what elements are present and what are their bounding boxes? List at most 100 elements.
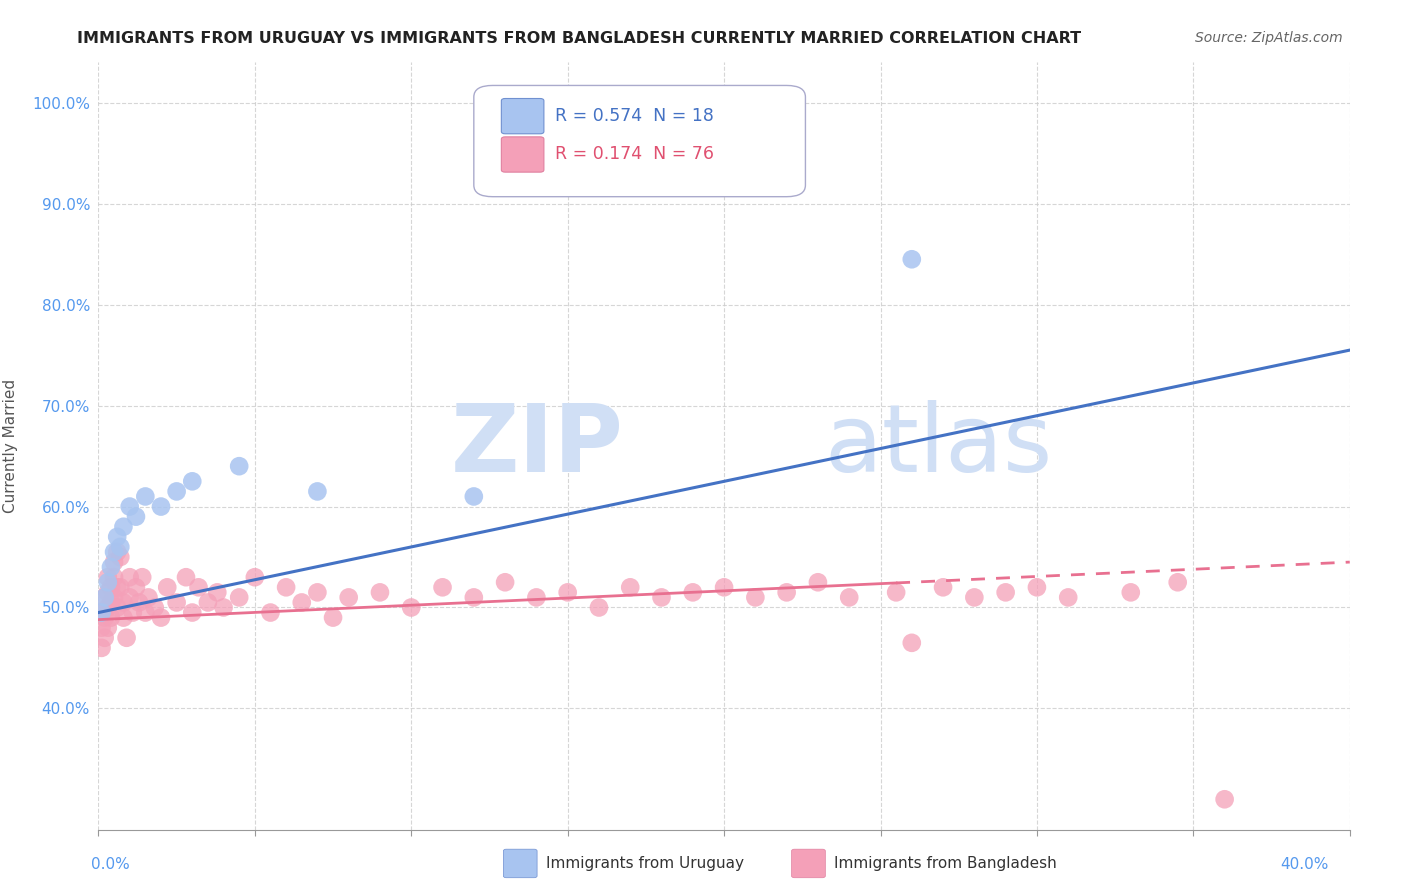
Point [90, 621, 112, 635]
Point [166, 484, 188, 499]
Point [166, 595, 188, 609]
Point [93, 591, 115, 605]
Point [103, 570, 125, 584]
Point [1057, 591, 1080, 605]
Point [932, 580, 955, 594]
Text: 40.0%: 40.0% [1281, 857, 1329, 872]
Text: IMMIGRANTS FROM URUGUAY VS IMMIGRANTS FROM BANGLADESH CURRENTLY MARRIED CORRELAT: IMMIGRANTS FROM URUGUAY VS IMMIGRANTS FR… [77, 31, 1081, 46]
Point [112, 610, 135, 624]
Point [884, 585, 907, 599]
Point [97, 585, 120, 599]
Point [90, 606, 112, 620]
Point [463, 591, 485, 605]
Point [963, 591, 986, 605]
Text: R = 0.174  N = 76: R = 0.174 N = 76 [555, 145, 714, 163]
Point [90, 606, 112, 620]
Point [274, 580, 298, 594]
Point [181, 606, 204, 620]
Point [650, 591, 672, 605]
Point [125, 580, 148, 594]
Point [212, 600, 235, 615]
Point [197, 595, 219, 609]
Point [97, 570, 120, 584]
Point [156, 580, 179, 594]
Point [131, 570, 153, 584]
Point [105, 530, 128, 544]
Point [900, 252, 922, 267]
Point [557, 585, 579, 599]
Point [1213, 792, 1236, 806]
Text: ZIP: ZIP [451, 400, 624, 492]
Point [134, 606, 156, 620]
Point [337, 591, 360, 605]
Point [97, 600, 120, 615]
Point [526, 591, 548, 605]
Point [97, 621, 120, 635]
Text: R = 0.574  N = 18: R = 0.574 N = 18 [555, 107, 714, 125]
Point [682, 585, 704, 599]
Point [838, 591, 860, 605]
Text: Immigrants from Bangladesh: Immigrants from Bangladesh [834, 856, 1056, 871]
Point [128, 595, 150, 609]
Point [103, 545, 125, 559]
Point [110, 540, 132, 554]
Point [463, 490, 485, 504]
Point [1167, 575, 1189, 590]
Point [713, 580, 735, 594]
Point [97, 575, 120, 590]
Text: Source: ZipAtlas.com: Source: ZipAtlas.com [1195, 31, 1343, 45]
FancyBboxPatch shape [792, 849, 825, 878]
Point [776, 585, 799, 599]
Point [307, 585, 329, 599]
Point [100, 580, 122, 594]
Text: Immigrants from Uruguay: Immigrants from Uruguay [546, 856, 744, 871]
Point [100, 610, 122, 624]
Point [93, 591, 115, 605]
Point [138, 591, 160, 605]
Text: 0.0%: 0.0% [91, 857, 131, 872]
Point [401, 600, 423, 615]
Point [994, 585, 1017, 599]
Point [322, 610, 344, 624]
Point [1026, 580, 1049, 594]
Point [118, 570, 141, 584]
Point [100, 560, 122, 574]
Point [143, 600, 166, 615]
Point [110, 580, 132, 594]
Point [125, 509, 148, 524]
Point [368, 585, 391, 599]
Point [900, 636, 922, 650]
Point [807, 575, 830, 590]
Point [112, 520, 135, 534]
Point [307, 484, 329, 499]
Point [744, 591, 766, 605]
Point [228, 459, 250, 474]
Point [110, 549, 132, 564]
Point [112, 595, 135, 609]
Point [494, 575, 516, 590]
Point [150, 500, 173, 514]
Point [187, 580, 209, 594]
Point [619, 580, 641, 594]
Point [291, 595, 314, 609]
Point [118, 500, 141, 514]
Point [90, 640, 112, 655]
Point [103, 591, 125, 605]
Point [174, 570, 197, 584]
Point [134, 490, 156, 504]
Point [105, 580, 128, 594]
Point [118, 591, 141, 605]
Point [105, 545, 128, 559]
Point [243, 570, 266, 584]
Point [432, 580, 454, 594]
Point [588, 600, 610, 615]
FancyBboxPatch shape [502, 98, 544, 134]
Point [121, 606, 143, 620]
FancyBboxPatch shape [474, 86, 806, 197]
Point [150, 610, 173, 624]
Point [105, 600, 128, 615]
Y-axis label: Currently Married: Currently Married [3, 379, 18, 513]
Point [100, 595, 122, 609]
Point [93, 610, 115, 624]
Point [259, 606, 281, 620]
